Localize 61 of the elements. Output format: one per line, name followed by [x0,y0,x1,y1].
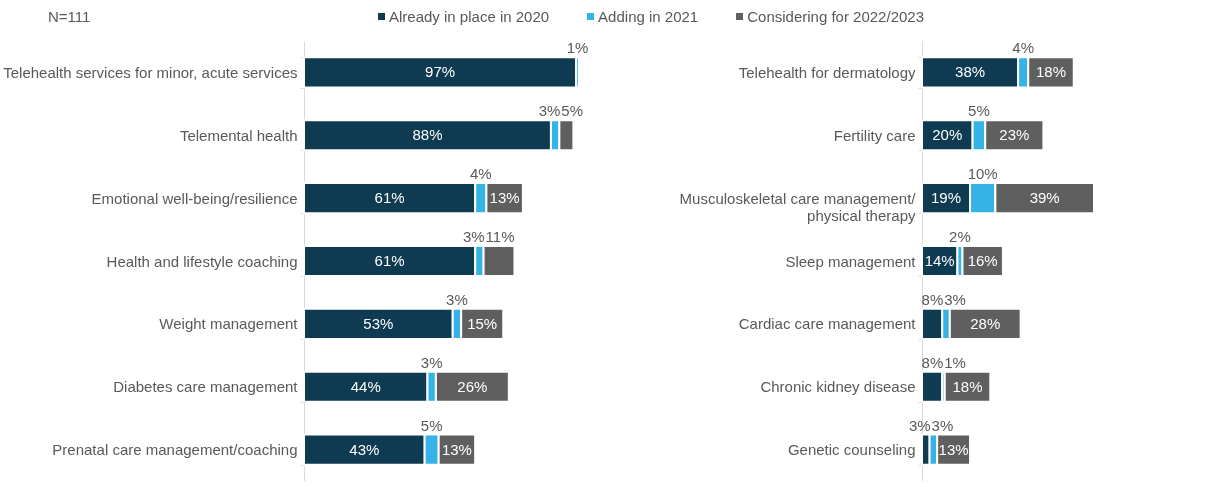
data-label: 4% [469,165,492,183]
y-tick-label: Musculoskeletal care management/ physical therapy [679,189,917,224]
data-label: 44% [350,377,381,395]
data-label: 1% [944,353,966,371]
data-label: 14% [924,252,955,269]
data-label: 3% [420,353,443,371]
data-label: 19% [931,189,962,207]
data-label: 13% [938,440,969,458]
data-label: 26% [457,377,488,395]
data-label: 53% [363,314,394,332]
data-label: 61% [374,189,405,207]
data-label: 3% [931,416,954,434]
data-label: 13% [441,440,472,458]
bar [303,56,578,89]
data-label: 8% [921,290,944,308]
y-tick-label: Telemental health [179,126,298,144]
data-label: 28% [970,314,1001,332]
data-label: 18% [1035,63,1067,81]
data-label: 5% [968,102,990,120]
legend-label: Adding in 2021 [598,8,699,25]
data-label: 43% [349,440,380,458]
data-label: 3% [944,290,966,308]
y-tick-label: Health and lifestyle coaching [106,252,298,270]
y-tick-label: Telehealth for dermatology [738,63,916,81]
y-tick-label: Genetic counseling [787,441,916,459]
data-label: 3% [538,102,561,120]
y-tick-label: Diabetes care management [113,378,299,396]
data-label: 11% [485,228,515,245]
data-label: 4% [1012,39,1035,57]
data-label: 3% [462,228,485,245]
legend-label: Considering for 2022/2023 [747,8,924,25]
text: N=111 [48,8,91,25]
data-label: 3% [446,290,468,308]
data-label: 3% [908,416,931,434]
y-tick-label: Fertility care [833,126,916,144]
y-tick-label: Sleep management [785,252,917,270]
data-label: 8% [921,353,944,371]
data-label: 20% [932,126,963,144]
y-tick-label: Weight management [159,315,299,333]
bar [921,370,944,403]
data-label: 61% [374,252,405,269]
data-label: 88% [412,126,443,144]
y-tick-label: Chronic kidney disease [760,378,916,396]
y-tick-label: Telehealth services for minor, acute services [3,63,298,81]
data-label: 18% [952,377,983,395]
data-label: 13% [489,189,520,207]
data-label: 97% [425,63,456,81]
y-tick-label: Cardiac care management [738,315,917,333]
legend-label: Already in place in 2020 [389,8,550,25]
data-label: 2% [949,228,971,245]
data-label: 5% [420,416,443,434]
data-label: 15% [467,314,498,332]
data-label: 1% [566,39,589,57]
data-label: 38% [955,63,986,81]
data-label: 5% [561,102,584,120]
y-tick-label: Emotional well-being/resilience [91,189,298,207]
data-label: 23% [999,126,1030,144]
data-label: 10% [967,165,998,183]
data-label: 39% [1029,189,1060,207]
data-label: 16% [967,252,998,269]
y-tick-label: Prenatal care management/coaching [52,441,298,459]
